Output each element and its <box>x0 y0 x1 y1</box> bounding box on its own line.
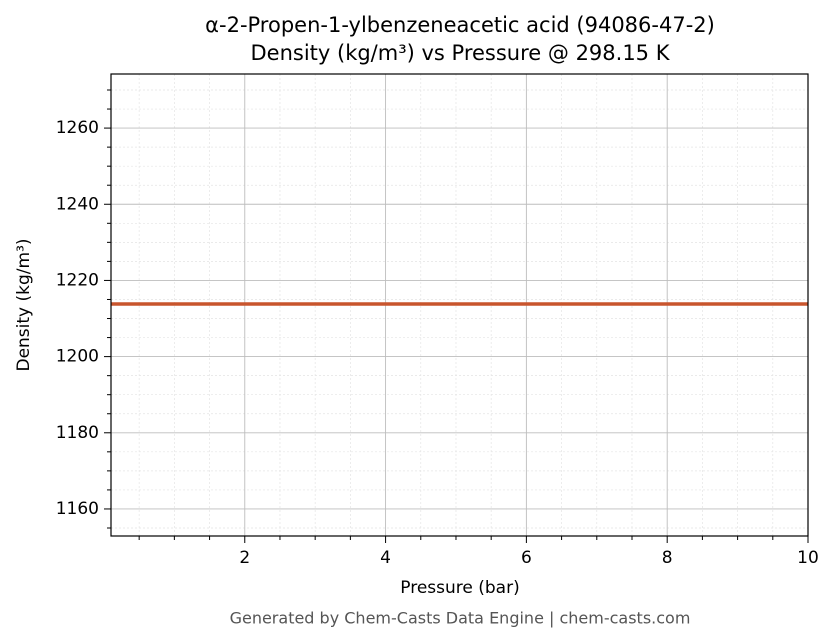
x-tick-label: 4 <box>380 548 391 568</box>
chart-title: α-2-Propen-1-ylbenzeneacetic acid (94086… <box>205 13 715 37</box>
y-tick-label: 1180 <box>56 423 99 443</box>
x-tick-label: 6 <box>521 548 532 568</box>
x-axis-label: Pressure (bar) <box>400 578 519 598</box>
plot-frame <box>110 73 809 537</box>
y-tick-label: 1260 <box>56 118 99 138</box>
footer: Generated by Chem-Casts Data Engine | ch… <box>230 609 691 628</box>
x-tick-label: 10 <box>797 548 819 568</box>
x-tick-label: 8 <box>662 548 673 568</box>
y-axis-label: Density (kg/m³) <box>14 238 34 371</box>
y-tick-label: 1200 <box>56 347 99 367</box>
y-tick-label: 1240 <box>56 194 99 214</box>
x-tick-label: 2 <box>239 548 250 568</box>
y-tick-label: 1220 <box>56 270 99 290</box>
chart-subtitle: Density (kg/m³) vs Pressure @ 298.15 K <box>250 41 670 65</box>
y-tick-label: 1160 <box>56 499 99 519</box>
